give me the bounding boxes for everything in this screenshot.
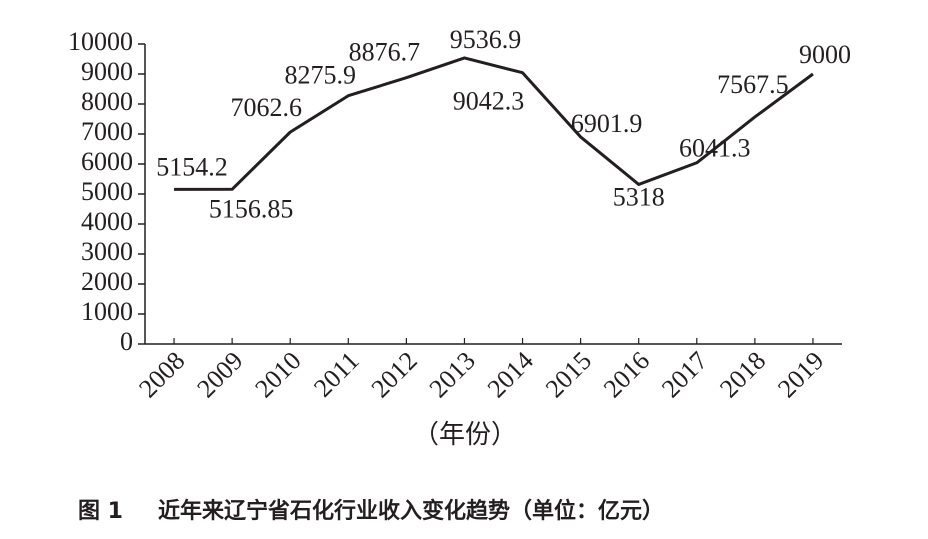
- x-tick-label: 2019: [772, 346, 829, 403]
- y-tick-label: 6000: [81, 147, 133, 176]
- y-tick-label: 10000: [68, 27, 133, 56]
- x-tick-label: 2016: [598, 346, 655, 403]
- data-label: 6901.9: [571, 109, 643, 138]
- data-label: 9536.9: [450, 25, 522, 54]
- x-tick-label: 2013: [424, 346, 481, 403]
- y-tick-label: 3000: [81, 237, 133, 266]
- y-tick-label: 0: [120, 327, 133, 356]
- x-tick-label: 2012: [366, 346, 423, 403]
- data-label: 5154.2: [156, 152, 228, 181]
- x-tick-label: 2010: [249, 346, 306, 403]
- x-tick-label: 2018: [714, 346, 771, 403]
- data-label: 8275.9: [285, 61, 357, 90]
- data-label: 9042.3: [453, 87, 525, 116]
- y-tick-label: 7000: [81, 117, 133, 146]
- x-tick-label: 2017: [656, 346, 713, 403]
- chart-title: 近年来辽宁省石化行业收入变化趋势（单位：亿元）: [158, 498, 664, 524]
- data-label: 5318: [613, 182, 665, 211]
- x-tick-label: 2011: [308, 346, 365, 403]
- figure-number: 图 1: [78, 499, 123, 524]
- y-tick-label: 5000: [81, 177, 133, 206]
- y-tick-label: 1000: [81, 297, 133, 326]
- x-tick-label: 2014: [482, 346, 539, 403]
- data-label: 5156.85: [209, 194, 294, 223]
- y-tick-label: 4000: [81, 207, 133, 236]
- x-tick-label: 2008: [133, 346, 190, 403]
- data-label: 8876.7: [349, 38, 421, 67]
- x-axis-label: （年份）: [413, 420, 517, 449]
- data-line: [174, 56, 814, 191]
- data-label: 6041.3: [679, 134, 751, 163]
- data-label: 7567.5: [717, 70, 789, 99]
- y-tick-label: 8000: [81, 87, 133, 116]
- x-tick-label: 2009: [191, 346, 248, 403]
- y-tick-label: 2000: [81, 267, 133, 296]
- x-tick-label: 2015: [540, 346, 597, 403]
- data-label: 9000: [799, 40, 851, 69]
- y-tick-label: 9000: [81, 57, 133, 86]
- data-label: 7062.6: [230, 93, 302, 122]
